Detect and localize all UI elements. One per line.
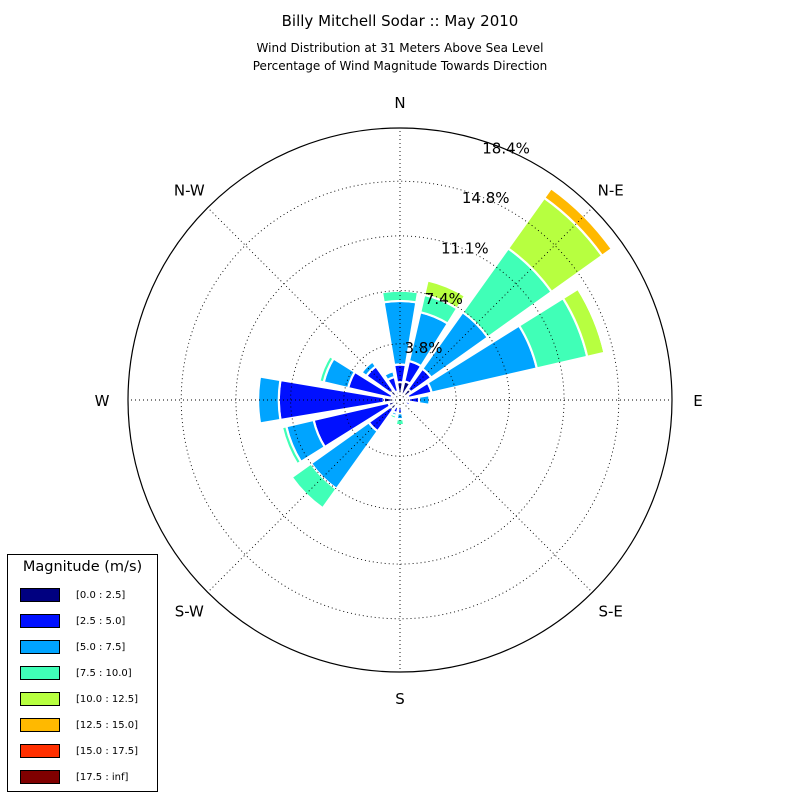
legend-item: [2.5 : 5.0] (20, 614, 150, 630)
angular-grid-line (399, 207, 593, 401)
legend-swatch (20, 744, 60, 758)
wind-bar-segment (542, 186, 614, 258)
radial-tick-label: 11.1% (441, 239, 489, 257)
chart-title: Billy Mitchell Sodar :: May 2010 (281, 12, 519, 30)
legend-item: [12.5 : 15.0] (20, 718, 150, 734)
direction-label: N-W (174, 181, 205, 199)
angular-grid-line (207, 207, 401, 401)
direction-label: W (95, 392, 110, 410)
legend-swatch (20, 692, 60, 706)
legend-item: [0.0 : 2.5] (20, 588, 150, 604)
wind-bar-segment (422, 279, 467, 311)
wind-bar-segment (576, 286, 608, 355)
direction-label: N (394, 94, 405, 112)
wind-bar-segment (290, 461, 339, 510)
legend-swatch (20, 614, 60, 628)
outer-circle (127, 127, 673, 673)
legend-swatch (20, 718, 60, 732)
chart-subtitle-line-1: Wind Distribution at 31 Meters Above Sea… (256, 41, 544, 55)
angular-grid-line (399, 399, 593, 593)
direction-label: S-E (599, 603, 623, 621)
legend-swatch (20, 588, 60, 602)
wind-bar-segment (388, 412, 398, 421)
chart-labels: 3.8% 7.4% 11.1% 14.8% 18.4% N N-E E S-E S S-W W N-W (95, 94, 703, 708)
legend-item: [7.5 : 10.0] (20, 666, 150, 682)
wind-bar-segment (280, 424, 303, 466)
radial-tick-label: 3.8% (404, 339, 442, 357)
radial-grid-circle (180, 180, 620, 620)
radial-grid-circle (290, 290, 510, 510)
legend-item: [17.5 : inf] (20, 770, 150, 786)
wind-bar-segment (394, 417, 406, 427)
legend-swatch (20, 770, 60, 784)
legend-label: [0.0 : 2.5] (76, 590, 126, 601)
radial-tick-label: 18.4% (482, 140, 530, 158)
legend-item: [5.0 : 7.5] (20, 640, 150, 656)
direction-label: E (693, 392, 702, 410)
radial-grid (127, 127, 673, 673)
legend-swatch (20, 640, 60, 654)
legend-label: [10.0 : 12.5] (76, 694, 139, 705)
wind-bar-segment (382, 369, 396, 382)
direction-label: S-W (175, 603, 204, 621)
legend-item: [10.0 : 12.5] (20, 692, 150, 708)
legend-label: [15.0 : 17.5] (76, 746, 139, 757)
wind-bar-segment (257, 375, 282, 425)
legend-label: [5.0 : 7.5] (76, 642, 126, 653)
radial-tick-label: 7.4% (425, 290, 463, 308)
legend-label: [7.5 : 10.0] (76, 668, 132, 679)
legend: Magnitude (m/s) [0.0 : 2.5] [2.5 : 5.0] [5… (7, 554, 158, 792)
angular-grid-line (207, 399, 401, 593)
legend-label: [12.5 : 15.0] (76, 720, 139, 731)
legend-swatch (20, 666, 60, 680)
legend-title: Magnitude (m/s) (22, 559, 143, 575)
chart-subtitle-line-2: Percentage of Wind Magnitude Towards Dir… (252, 59, 548, 73)
legend-label: [17.5 : inf] (76, 772, 129, 783)
direction-label: N-E (598, 181, 624, 199)
legend-item: [15.0 : 17.5] (20, 744, 150, 760)
radial-tick-label: 14.8% (462, 189, 510, 207)
wind-bar-segment (318, 354, 336, 384)
direction-label: S (395, 690, 405, 708)
legend-label: [2.5 : 5.0] (76, 616, 126, 627)
wind-bar-segment (402, 399, 412, 407)
